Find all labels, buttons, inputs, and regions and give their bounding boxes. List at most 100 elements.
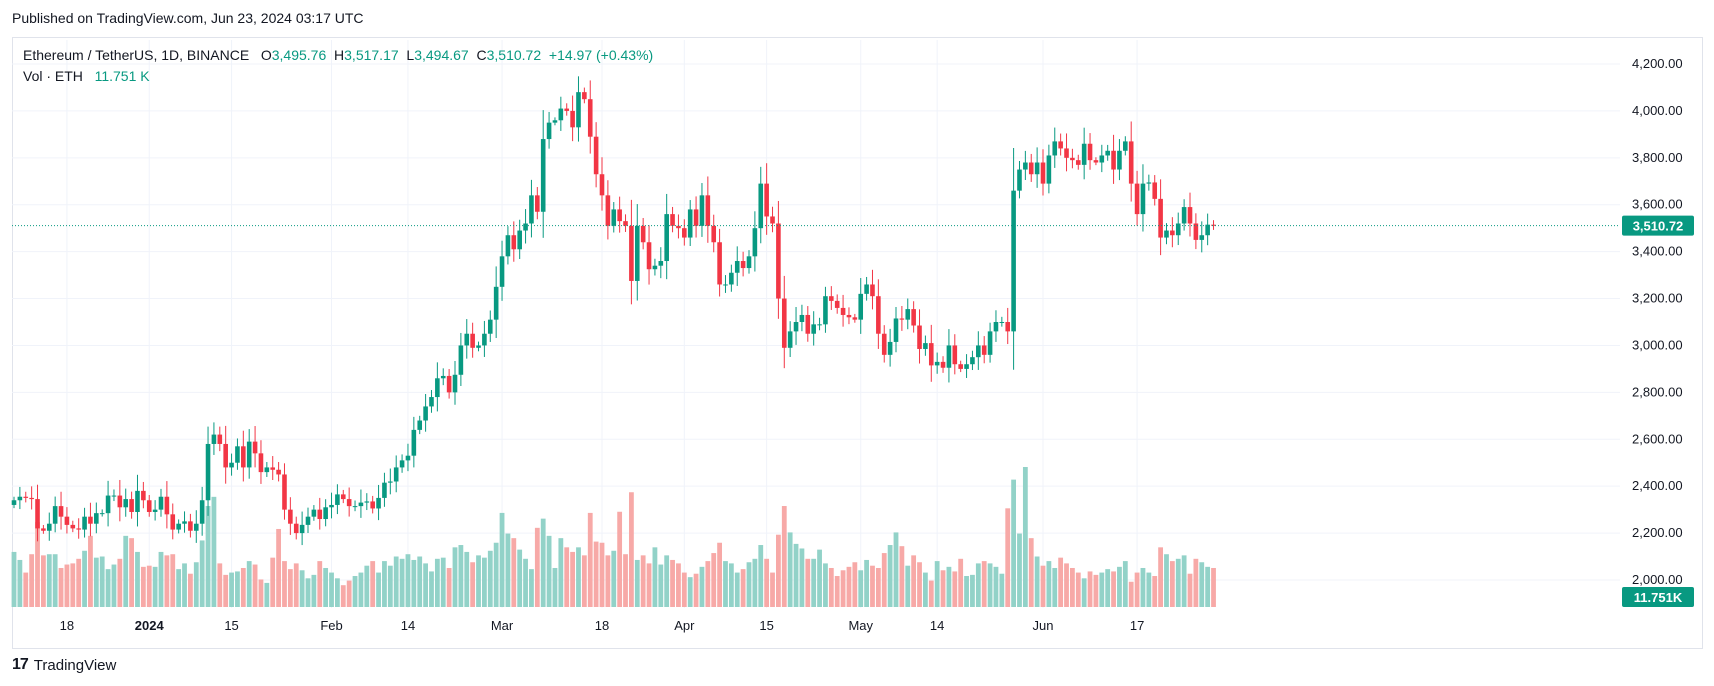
time-tick-label: 15	[759, 618, 773, 633]
candle-body	[552, 120, 558, 123]
time-axis: 18 2024 15 Feb 14 Mar 18 Apr 15 May 14 Jun 17	[60, 618, 1145, 633]
candle-body	[46, 523, 52, 531]
candle-body	[435, 378, 440, 398]
candle-body	[605, 195, 611, 226]
high-label: H	[334, 47, 345, 63]
candle-body	[905, 309, 911, 320]
volume-bar	[434, 558, 440, 607]
volume-bar	[182, 563, 187, 607]
volume-bar	[364, 565, 370, 607]
price-tick-label: 4,200.00	[1632, 56, 1683, 71]
candle-body	[411, 429, 417, 456]
volume-bar	[293, 563, 299, 607]
candle-body	[887, 341, 893, 355]
candle-body	[370, 501, 375, 509]
candle-body	[429, 397, 434, 407]
volume-bar	[399, 558, 405, 607]
volume-bar	[370, 561, 376, 607]
volume-bar	[393, 556, 399, 607]
volume-bar	[940, 570, 946, 607]
symbol-label[interactable]: Ethereum / TetherUS, 1D, BINANCE	[23, 47, 250, 63]
candle-body	[746, 256, 752, 269]
candle-body	[417, 420, 423, 430]
candle-body	[1152, 182, 1158, 199]
candle-body	[1011, 190, 1016, 332]
candle-body	[817, 324, 822, 326]
volume-bar	[576, 547, 581, 607]
candle-body	[135, 490, 140, 512]
volume-bar	[1081, 578, 1087, 607]
volume-bar	[346, 580, 352, 607]
candle-body	[264, 467, 270, 473]
candle-body	[352, 506, 358, 508]
candle-body	[17, 496, 23, 501]
candle-body	[193, 523, 199, 531]
candle-body	[734, 261, 740, 273]
volume-bar	[799, 548, 805, 607]
volume-bar	[852, 562, 858, 607]
price-tick-label: 2,600.00	[1632, 431, 1683, 446]
candle-body	[893, 318, 899, 342]
volume-bar	[188, 573, 193, 607]
candle-body	[570, 110, 575, 128]
volume-bar	[352, 576, 358, 607]
volume-bar	[1028, 538, 1034, 607]
candle-body	[217, 434, 223, 444]
volume-label[interactable]: Vol · ETH	[23, 68, 83, 84]
candle-body	[311, 509, 317, 517]
volume-bar	[1169, 561, 1175, 607]
candle-body	[1158, 198, 1163, 238]
volume-bar	[229, 572, 234, 607]
candle-body	[117, 495, 123, 508]
candle-body	[1034, 162, 1040, 175]
price-tick-label: 4,000.00	[1632, 103, 1683, 118]
candle-body	[276, 469, 281, 475]
candle-body	[670, 214, 675, 226]
candle-body	[446, 375, 452, 393]
candle-body	[476, 345, 481, 348]
candle-body	[958, 364, 963, 369]
candle-body	[617, 209, 622, 222]
candle-body	[1070, 157, 1075, 161]
candle-body	[1017, 169, 1022, 191]
volume-bar	[746, 562, 752, 607]
volume-bar	[1146, 572, 1152, 607]
volume-bar	[1011, 479, 1016, 607]
volume-bar	[934, 561, 940, 607]
candle-body	[1081, 143, 1087, 165]
volume-bar	[211, 496, 217, 607]
candle-body	[487, 319, 493, 334]
volume-bar	[1152, 576, 1158, 607]
candle-body	[811, 324, 816, 334]
candle-body	[846, 314, 852, 318]
candle-body	[258, 453, 264, 473]
volume-bar	[658, 564, 664, 607]
volume-bar	[564, 547, 570, 607]
volume-bar	[928, 580, 934, 607]
candle-body	[952, 345, 958, 365]
footer-brand[interactable]: 17 TradingView	[12, 656, 116, 674]
candle-body	[682, 228, 687, 238]
candle-body	[911, 309, 916, 326]
candle-body	[870, 284, 875, 297]
volume-bar	[246, 561, 252, 607]
candle-body	[164, 496, 170, 515]
volume-bar	[858, 570, 864, 607]
volume-bar	[740, 569, 746, 607]
candle-body	[776, 223, 781, 299]
candle-body	[793, 322, 799, 332]
volume-bar	[964, 576, 969, 607]
candle-body	[423, 406, 428, 421]
time-tick-label: 18	[595, 618, 609, 633]
last-volume-badge	[1622, 587, 1694, 607]
volume-bar	[476, 555, 481, 607]
candle-body	[11, 500, 17, 505]
candle-body	[717, 242, 722, 285]
candle-body	[1134, 183, 1140, 215]
volume-bar	[405, 554, 411, 607]
volume-bar	[1099, 572, 1105, 607]
candle-body	[540, 139, 546, 212]
volume-bar	[699, 566, 705, 607]
volume-bar	[793, 543, 799, 607]
